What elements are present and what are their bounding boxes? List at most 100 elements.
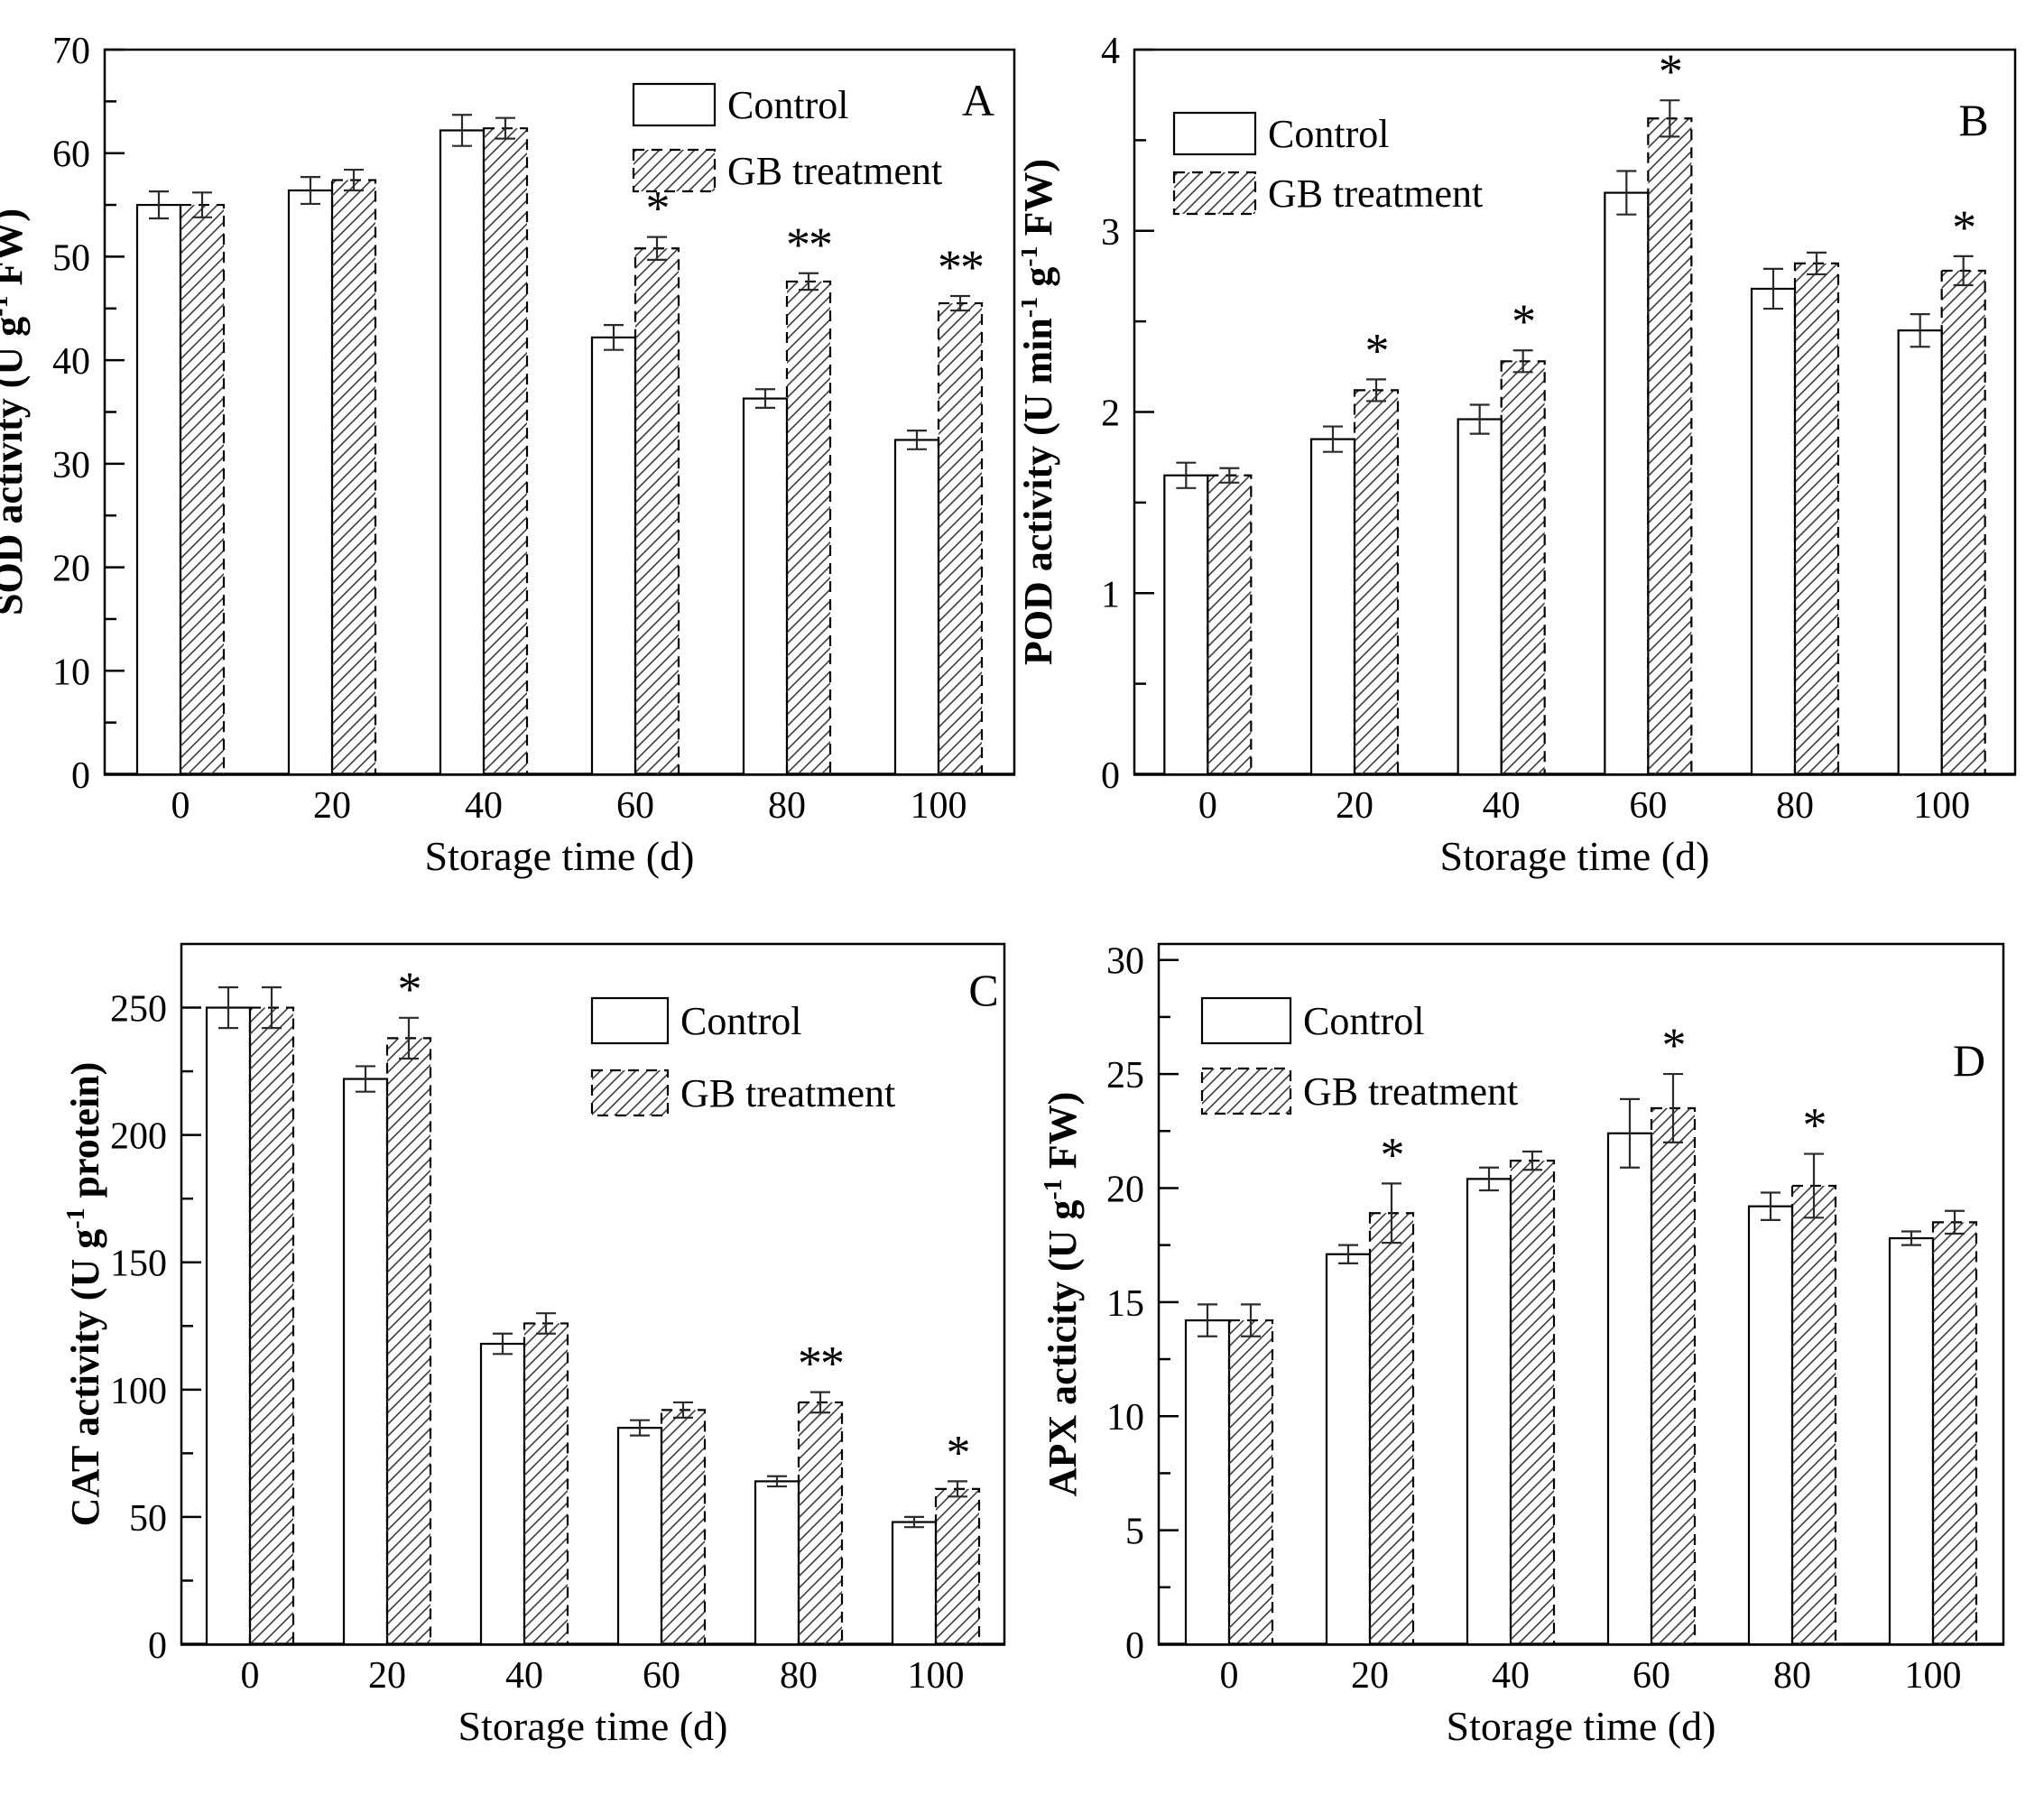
legend-swatch-gb-treatment [1172,171,1257,216]
error-bar-control-80d [1761,1191,1780,1221]
panel-letter: C [968,965,998,1015]
bar-gb-20d [1368,1212,1415,1646]
plot-frame [1133,48,2017,776]
error-bar-control-100d [904,1515,924,1529]
panel-a-chart: 0 10 20 30 40 50 60 70 SOD activity (U g-1​ FW) 0… [0,31,1016,879]
bar-control-0d [205,1006,252,1646]
y-tick-label: 25 [1106,1055,1144,1096]
x-tick-label: 80 [1773,1655,1811,1697]
error-bar-control-0d [218,985,238,1030]
y-axis-ticks: 0 5 10 15 20 25 30 [1106,941,1179,1667]
bar-gb-40d [482,127,529,776]
bar-control-0d [135,203,182,776]
y-tick-label: 70 [52,31,90,72]
bar-gb-60d [634,247,680,776]
significance-marker-80d: ** [786,217,831,272]
significance-marker-60d: * [1659,44,1681,98]
error-bar-control-80d [755,388,775,410]
y-tick-label: 20 [1106,1169,1144,1210]
error-bar-control-60d [1620,1097,1640,1169]
plot-frame [180,942,1006,1646]
error-bar-control-80d [767,1475,787,1488]
bar-control-0d [1184,1318,1231,1646]
y-axis-ticks: 0 10 20 30 40 50 60 70 [52,31,125,797]
x-tick-label: 100 [908,1655,965,1697]
bar-control-60d [590,336,637,776]
y-axis-title: POD activity (U min-1​ g-1​ FW) [1022,159,1060,665]
bar-control-100d [1888,1236,1935,1646]
error-bar-gb-20d [344,168,364,192]
y-axis-title: CAT activity (U g-1​ protein) [62,1062,107,1527]
y-tick-label: 4 [1101,31,1120,72]
significance-marker-60d: * [1662,1018,1685,1072]
bar-control-60d [1604,191,1650,776]
significance-marker-80d: * [1803,1098,1826,1152]
error-bar-gb-40d [495,116,515,140]
bar-gb-20d [330,179,377,776]
error-bar-gb-60d [647,236,667,261]
x-tick-label: 40 [465,785,503,827]
legend: Control GB treatment [590,996,895,1117]
error-bar-control-20d [1338,1244,1358,1264]
bar-gb-20d [385,1037,432,1646]
x-tick-label: 0 [171,785,190,827]
legend-label-control: Control [680,999,801,1043]
x-tick-label: 100 [1913,785,1970,827]
legend-swatch-control [1172,111,1257,156]
y-tick-label: 0 [1125,1625,1144,1667]
error-bar-gb-80d [1807,251,1827,276]
legend-label-control: Control [727,83,848,127]
x-tick-label: 20 [313,785,351,827]
error-bar-gb-60d [673,1401,693,1419]
error-bar-gb-40d [1522,1150,1542,1171]
bar-gb-0d [1207,474,1253,776]
legend-swatch-gb-treatment [1200,1067,1292,1115]
error-bar-gb-80d [799,272,819,291]
legend-swatch-control [1200,996,1292,1045]
y-axis-ticks: 0 1 2 3 4 [1101,31,1154,797]
legend-label-gb-treatment: GB treatment [1268,171,1483,216]
legend: Control GB treatment [1172,111,1483,216]
bar-gb-100d [1931,1221,1978,1646]
error-bar-gb-100d [950,294,970,312]
bar-control-80d [1750,287,1797,776]
y-tick-label: 15 [1106,1283,1144,1325]
bar-gb-100d [937,301,984,776]
bar-gb-60d [660,1409,707,1646]
significance-marker-100d: * [947,1425,969,1479]
error-bar-control-60d [1616,170,1637,216]
error-bar-control-20d [1323,425,1343,453]
panel-b-chart: 0 1 2 3 4 POD activity (U min-1​ g-1​ FW) 0 * 20… [1022,31,2017,879]
x-tick-label: 60 [616,785,654,827]
plot-frame [1157,942,2005,1646]
y-tick-label: 0 [71,755,90,797]
x-tick-label: 80 [768,785,806,827]
error-bar-control-0d [1176,461,1197,489]
error-bar-control-100d [907,430,927,450]
bar-control-20d [1309,438,1356,776]
y-tick-label: 40 [52,341,90,383]
y-tick-label: 0 [148,1625,167,1667]
bar-gb-100d [1940,269,1986,776]
y-tick-label: 30 [52,445,90,486]
y-tick-label: 3 [1101,212,1120,254]
legend-label-gb-treatment: GB treatment [727,149,942,193]
error-bar-control-40d [452,114,472,147]
x-tick-label: 40 [505,1655,543,1697]
error-bar-gb-100d [1945,1209,1965,1235]
y-tick-label: 150 [110,1244,167,1285]
legend-swatch-gb-treatment [590,1069,670,1117]
error-bar-control-20d [356,1065,375,1093]
y-axis-title: APX acticity (U g-1​ FW) [1040,1092,1085,1497]
bar-gb-0d [1227,1318,1274,1646]
bar-control-60d [616,1427,663,1646]
error-bar-gb-0d [262,985,282,1030]
error-bar-gb-100d [948,1480,967,1498]
legend-label-gb-treatment: GB treatment [1303,1069,1518,1114]
panel-b: 0 1 2 3 4 POD activity (U min-1​ g-1​ FW) 0 * 20… [1022,0,2044,897]
panel-d-figure: 0 5 10 15 20 25 30 APX acticity (U g-1​ FW) 0 * 20… [1022,897,2044,1795]
error-bar-control-40d [1479,1166,1499,1192]
panel-a: 0 10 20 30 40 50 60 70 SOD activity (U g-1​ FW) 0… [0,0,1022,897]
